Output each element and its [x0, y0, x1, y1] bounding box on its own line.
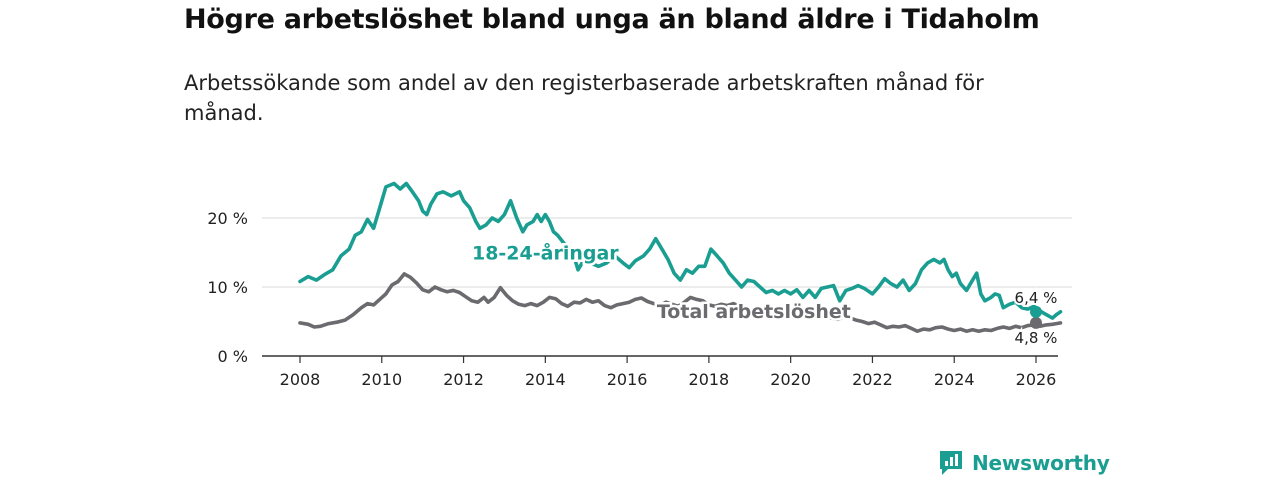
y-tick-label: 20 %: [207, 209, 248, 228]
series-line-total: [298, 272, 1063, 333]
x-tick-label: 2016: [607, 370, 648, 389]
x-tick-label: 2008: [280, 370, 321, 389]
end-label-young: 6,4 %: [1015, 289, 1058, 307]
series-group: [298, 181, 1063, 333]
x-tick-label: 2010: [361, 370, 402, 389]
y-tick-label: 0 %: [218, 347, 248, 366]
end-label-total: 4,8 %: [1015, 329, 1058, 347]
x-tick-label: 2018: [689, 370, 730, 389]
x-tick-label: 2012: [443, 370, 484, 389]
series-label-young: 18-24-åringar: [472, 241, 619, 265]
y-axis: 0 % 10 % 20 %: [207, 209, 248, 366]
series-labels: 18-24-åringar Total arbetslöshet 6,4 % 4,8 …: [469, 238, 1059, 349]
chart-subtitle: Arbetssökande som andel av den registerb…: [184, 71, 984, 125]
x-axis: 2008 2010 2012 2014 2016 2018 2020 2022 2024 2026: [262, 355, 1058, 389]
series-line-young: [298, 181, 1063, 320]
gridlines: [262, 217, 1072, 288]
x-tick-label: 2024: [934, 370, 975, 389]
x-tick-label: 2014: [525, 370, 566, 389]
endpoint-total: [1030, 316, 1042, 329]
series-label-total: Total arbetslöshet: [657, 301, 851, 323]
x-tick-label: 2026: [1016, 370, 1057, 389]
y-tick-label: 10 %: [207, 278, 248, 297]
x-tick-label: 2022: [852, 370, 893, 389]
endpoint-young: [1030, 305, 1042, 318]
newsworthy-logo-icon: [940, 451, 962, 475]
chart-title: Högre arbetslöshet bland unga än bland ä…: [184, 4, 1040, 35]
newsworthy-brand[interactable]: Newsworthy: [938, 448, 1110, 478]
brand-name: Newsworthy: [972, 451, 1110, 475]
x-tick-label: 2020: [770, 370, 811, 389]
